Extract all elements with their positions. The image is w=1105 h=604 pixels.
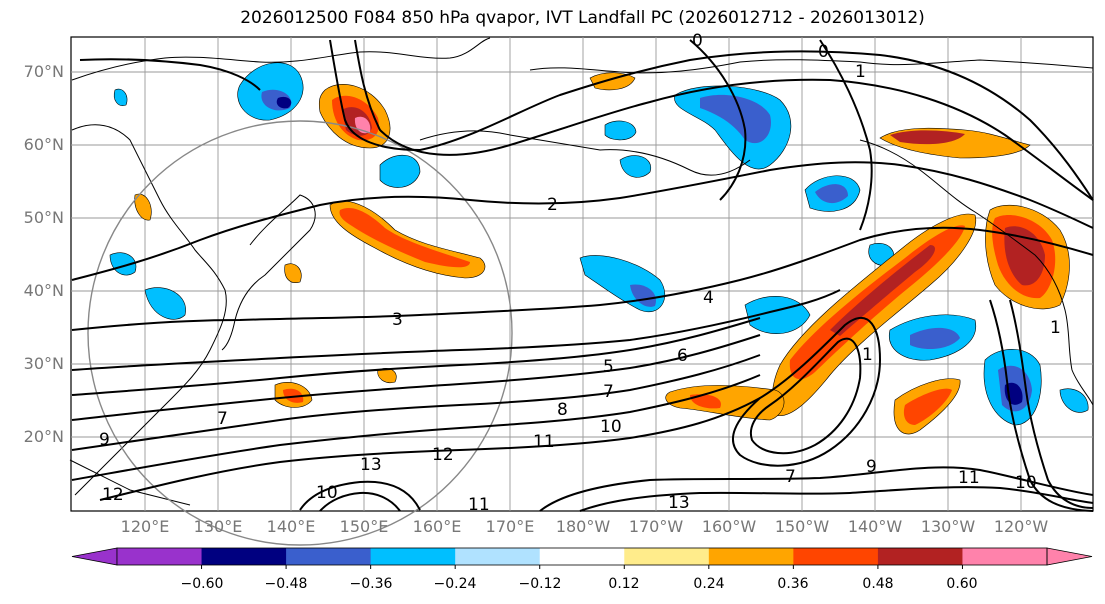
contour-label: 2	[547, 195, 558, 215]
contour-label: 4	[703, 288, 714, 308]
colorbar-tick-label: 0.12	[608, 576, 640, 592]
colorbar-swatch	[877, 548, 963, 565]
contour-label: 9	[866, 457, 877, 477]
lat-label: 60°N	[23, 135, 64, 154]
contour-label: 1	[855, 62, 866, 82]
contour-label: 5	[603, 357, 614, 377]
lon-label: 120°E	[120, 517, 170, 536]
contour-label: 6	[677, 346, 688, 366]
ivt-contours	[71, 39, 1094, 512]
lon-label: 170°W	[628, 517, 684, 536]
contour-label: 13	[360, 455, 382, 475]
contour-label: 7	[603, 382, 614, 402]
colorbar-swatch	[370, 548, 456, 565]
contour-label: 10	[600, 417, 622, 437]
colorbar-swatch	[117, 548, 203, 565]
lon-label: 150°E	[339, 517, 389, 536]
colorbar-swatch	[962, 548, 1048, 565]
colorbar-swatch	[793, 548, 879, 565]
contour-label: 1	[1050, 318, 1061, 338]
lon-label: 140°E	[266, 517, 316, 536]
map-title: 2026012500 F084 850 hPa qvapor, IVT Land…	[240, 8, 925, 28]
lon-label: 150°W	[774, 517, 830, 536]
colorbar-swatch	[708, 548, 794, 565]
colorbar	[71, 547, 1093, 569]
colorbar-tick-label: −0.60	[180, 576, 224, 592]
colorbar-tick-label: 0.36	[777, 576, 809, 592]
lon-label: 170°E	[485, 517, 535, 536]
lat-label: 20°N	[23, 427, 64, 446]
lon-label: 130°W	[920, 517, 976, 536]
contour-label: 0	[818, 42, 829, 62]
colorbar-tick-label: −0.48	[264, 576, 308, 592]
colorbar-swatch	[624, 548, 710, 565]
lon-label: 160°W	[701, 517, 757, 536]
lat-label: 50°N	[23, 208, 64, 227]
colorbar-swatch	[455, 548, 541, 565]
colorbar-tick-label: −0.36	[349, 576, 393, 592]
colorbar-swatch	[286, 548, 372, 565]
contour-label: 12	[432, 445, 454, 465]
lat-label: 30°N	[23, 354, 64, 373]
contour-label: 9	[99, 430, 110, 450]
colorbar-border	[116, 547, 1048, 566]
contour-label: 10	[1015, 473, 1037, 493]
lat-label: 40°N	[23, 281, 64, 300]
contour-label: 3	[392, 310, 403, 330]
lon-label: 140°W	[847, 517, 903, 536]
landfall-region-circle	[87, 120, 513, 546]
coastlines	[69, 37, 1094, 506]
colorbar-tick-label: 0.24	[693, 576, 725, 592]
lon-label: 130°E	[193, 517, 243, 536]
lon-label: 180°W	[555, 517, 611, 536]
colorbar-tick-label: 0.48	[862, 576, 894, 592]
lon-label: 160°E	[412, 517, 462, 536]
colorbar-tick-label: −0.24	[433, 576, 477, 592]
contour-label: 1	[862, 345, 873, 365]
colorbar-swatch	[539, 548, 625, 565]
colorbar-tick-label: −0.12	[518, 576, 562, 592]
contour-label: 13	[668, 493, 690, 513]
colorbar-extend-min	[71, 547, 118, 566]
contour-label: 10	[316, 483, 338, 503]
contour-label: 11	[468, 495, 490, 515]
contour-label: 11	[958, 468, 980, 488]
contour-label: 12	[102, 485, 124, 505]
contour-label-group: 0 0 1 2 3 4 5 6 7 7 8 9 10 11 12 13 11 1…	[99, 31, 1061, 515]
colorbar-extend-max	[1046, 547, 1093, 566]
contour-label: 7	[217, 409, 228, 429]
contour-label: 7	[785, 467, 796, 487]
qvapor-shading	[109, 62, 1089, 435]
lat-label: 70°N	[23, 62, 64, 81]
contour-label: 8	[557, 400, 568, 420]
contour-label: 11	[533, 432, 555, 452]
map-panel: 0 0 1 2 3 4 5 6 7 7 8 9 10 11 12 13 11 1…	[69, 31, 1094, 546]
contour-label: 0	[692, 31, 703, 51]
colorbar-tick-label: 0.60	[946, 576, 978, 592]
colorbar-swatch	[201, 548, 287, 565]
lon-label: 120°W	[993, 517, 1049, 536]
